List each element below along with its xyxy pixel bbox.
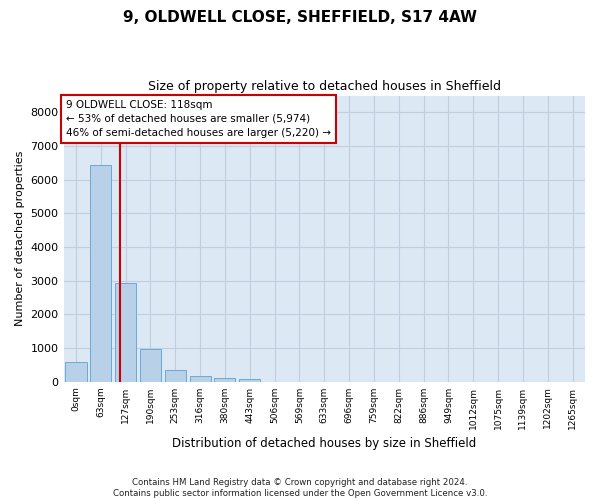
X-axis label: Distribution of detached houses by size in Sheffield: Distribution of detached houses by size … — [172, 437, 476, 450]
Bar — [90, 165, 112, 382]
Text: 9, OLDWELL CLOSE, SHEFFIELD, S17 4AW: 9, OLDWELL CLOSE, SHEFFIELD, S17 4AW — [123, 10, 477, 25]
Bar — [165, 370, 186, 382]
Bar — [214, 378, 235, 382]
Y-axis label: Number of detached properties: Number of detached properties — [15, 151, 25, 326]
Bar — [115, 284, 136, 382]
Bar — [65, 362, 86, 382]
Title: Size of property relative to detached houses in Sheffield: Size of property relative to detached ho… — [148, 80, 501, 93]
Bar — [239, 379, 260, 382]
Text: Contains HM Land Registry data © Crown copyright and database right 2024.
Contai: Contains HM Land Registry data © Crown c… — [113, 478, 487, 498]
Bar — [190, 376, 211, 382]
Text: 9 OLDWELL CLOSE: 118sqm
← 53% of detached houses are smaller (5,974)
46% of semi: 9 OLDWELL CLOSE: 118sqm ← 53% of detache… — [66, 100, 331, 138]
Bar — [140, 348, 161, 382]
